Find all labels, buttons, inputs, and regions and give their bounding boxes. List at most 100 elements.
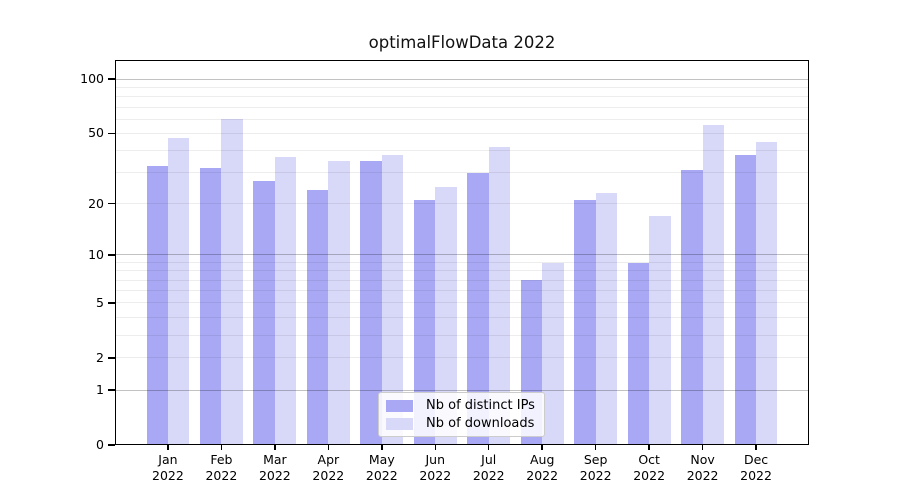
- x-tick-mark: [648, 445, 650, 450]
- bar-distinct-ips-sep: [574, 200, 596, 445]
- bar-downloads-apr: [328, 160, 350, 445]
- x-tick-label-jan: Jan 2022: [136, 452, 200, 484]
- x-tick-mark: [327, 445, 330, 450]
- y-tick-mark: [108, 78, 115, 80]
- x-tick-month: Mar: [263, 452, 287, 467]
- legend-label-downloads: Nb of downloads: [426, 416, 535, 431]
- x-tick-year: 2022: [740, 468, 772, 483]
- y-tick-mark: [108, 254, 115, 256]
- gridline-major: [115, 254, 809, 256]
- y-tick-mark: [108, 202, 115, 205]
- gridline-minor: [115, 357, 809, 359]
- bar-distinct-ips-dec: [734, 154, 757, 445]
- x-tick-year: 2022: [472, 468, 505, 483]
- x-tick-mark: [487, 445, 490, 450]
- x-tick-label-mar: Mar 2022: [243, 452, 307, 484]
- legend-row: Nb of distinct IPs: [386, 398, 537, 413]
- x-tick-mark: [755, 445, 757, 450]
- x-tick-label-jun: Jun 2022: [403, 452, 467, 484]
- y-tick-mark: [108, 389, 115, 391]
- x-tick-month: Nov: [690, 452, 715, 467]
- gridline-minor: [115, 262, 809, 263]
- x-tick-label-aug: Aug 2022: [510, 452, 574, 484]
- legend-row: Nb of downloads: [386, 416, 537, 431]
- x-tick-mark: [701, 445, 704, 450]
- gridline-minor: [115, 290, 809, 292]
- x-tick-year: 2022: [579, 468, 612, 483]
- y-tick-label: 100: [80, 71, 104, 87]
- gridline-minor: [115, 106, 809, 108]
- x-tick-mark: [167, 445, 169, 450]
- y-tick-label: 10: [88, 246, 104, 262]
- plot-area: [115, 60, 809, 445]
- gridline-minor: [115, 203, 809, 205]
- x-tick-month: May: [368, 452, 395, 467]
- y-tick-label: 1: [96, 382, 104, 398]
- y-tick-mark: [108, 357, 115, 359]
- bar-downloads-feb: [221, 119, 243, 445]
- legend-swatch-downloads: [386, 417, 413, 430]
- x-tick-label-nov: Nov 2022: [671, 452, 735, 484]
- x-tick-mark: [541, 445, 543, 450]
- y-tick-label: 5: [96, 294, 104, 310]
- x-tick-label-jul: Jul 2022: [457, 452, 521, 484]
- y-tick-mark: [108, 302, 115, 304]
- legend: Nb of distinct IPs Nb of downloads: [378, 392, 545, 437]
- x-tick-label-may: May 2022: [350, 452, 414, 484]
- bar-downloads-jan: [167, 138, 190, 445]
- gridline-minor: [115, 172, 809, 174]
- bar-distinct-ips-jun: [413, 200, 436, 445]
- y-tick-mark: [108, 444, 115, 446]
- chart-title: optimalFlowData 2022: [368, 33, 556, 52]
- gridline-minor: [115, 132, 809, 134]
- x-tick-year: 2022: [633, 468, 666, 483]
- x-tick-label-feb: Feb 2022: [189, 452, 253, 484]
- bar-distinct-ips-jan: [146, 165, 168, 445]
- gridline-minor: [115, 302, 809, 304]
- x-tick-year: 2022: [312, 468, 345, 483]
- x-tick-month: Feb: [210, 452, 233, 467]
- x-tick-label-sep: Sep 2022: [564, 452, 628, 484]
- bar-distinct-ips-mar: [253, 180, 275, 445]
- y-tick-label: 50: [88, 125, 104, 141]
- x-tick-month: Aug: [529, 452, 555, 467]
- y-tick-label: 0: [96, 437, 104, 452]
- gridline-minor: [115, 96, 809, 98]
- x-tick-mark: [274, 445, 276, 450]
- y-tick-label: 20: [88, 195, 104, 211]
- legend-swatch-distinct-ips: [386, 399, 413, 412]
- gridline-minor: [115, 150, 809, 152]
- bar-downloads-oct: [649, 215, 671, 445]
- bar-distinct-ips-apr: [306, 189, 329, 445]
- gridline-major: [115, 389, 809, 391]
- x-tick-mark: [220, 445, 223, 450]
- x-tick-year: 2022: [258, 468, 291, 483]
- bar-downloads-mar: [274, 156, 297, 445]
- bar-distinct-ips-feb: [199, 167, 222, 445]
- x-tick-month: Dec: [743, 452, 769, 467]
- x-tick-month: Apr: [317, 452, 340, 467]
- x-tick-year: 2022: [205, 468, 238, 483]
- x-tick-month: Oct: [638, 452, 660, 467]
- x-tick-mark: [381, 445, 383, 450]
- bar-downloads-jul: [488, 146, 511, 445]
- bar-downloads-aug: [542, 262, 564, 445]
- legend-label-distinct-ips: Nb of distinct IPs: [426, 398, 535, 413]
- gridline-minor: [115, 316, 809, 318]
- bar-distinct-ips-jul: [467, 172, 489, 445]
- x-tick-label-dec: Dec 2022: [724, 452, 788, 484]
- y-tick-mark: [108, 132, 115, 135]
- x-tick-month: Jun: [425, 452, 446, 467]
- gridline-minor: [115, 334, 809, 336]
- x-tick-year: 2022: [365, 468, 398, 483]
- x-tick-label-apr: Apr 2022: [296, 452, 360, 484]
- gridline-minor: [115, 279, 809, 281]
- bar-downloads-nov: [702, 124, 724, 445]
- gridline-minor: [115, 86, 809, 88]
- x-tick-mark: [594, 445, 597, 450]
- x-tick-year: 2022: [152, 468, 184, 483]
- gridline-major: [115, 78, 809, 80]
- bar-downloads-may: [381, 154, 404, 445]
- x-tick-year: 2022: [686, 468, 719, 483]
- bar-distinct-ips-oct: [627, 262, 650, 445]
